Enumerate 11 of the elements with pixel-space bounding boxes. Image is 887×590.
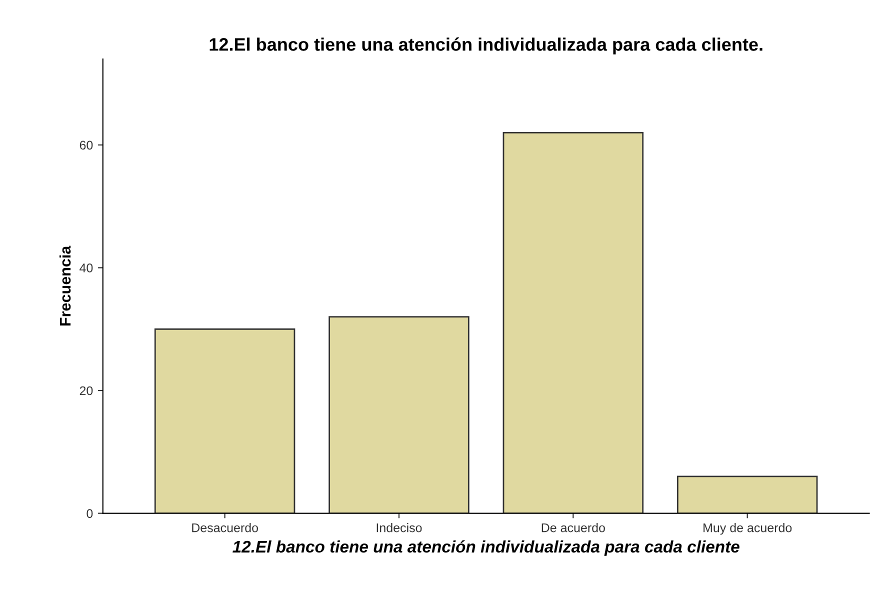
- y-tick-label: 40: [80, 264, 93, 272]
- y-tick-label: 20: [80, 386, 93, 396]
- y-tick-label: 0: [86, 509, 93, 518]
- x-tick-label: Desacuerdo: [192, 523, 258, 532]
- chart-title: 12.El banco tiene una atención individualizada para cada cliente.: [210, 37, 762, 54]
- x-tick-label: De acuerdo: [542, 523, 605, 532]
- x-axis-title: 12.El banco tiene una atención individualizada para cada cliente: [232, 540, 740, 556]
- x-tick-label: Muy de acuerdo: [704, 523, 792, 535]
- x-tick-label: Indeciso: [376, 523, 422, 532]
- y-axis-title: Frecuencia: [59, 246, 71, 326]
- y-tick-label: 60: [80, 140, 93, 150]
